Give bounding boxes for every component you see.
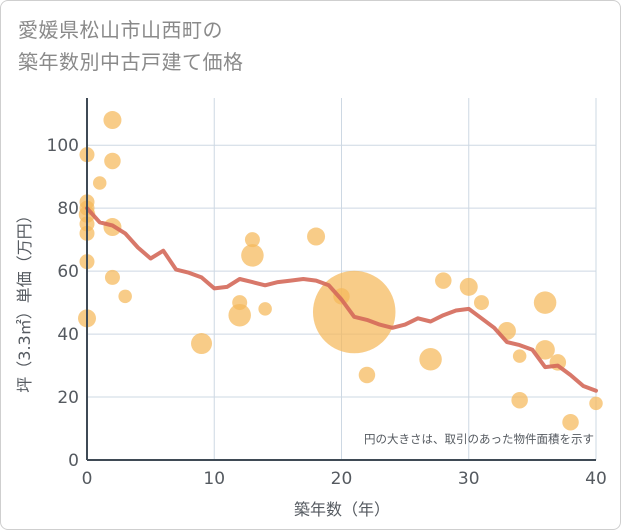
bubble-point: [512, 349, 527, 363]
x-tick-label: 30: [458, 469, 480, 489]
grid-lines: [87, 98, 597, 460]
y-axis-label: 坪（3.3㎡）単価（万円）: [15, 207, 34, 392]
tick-labels: 0 20 40 60 80 100 0 10 20 30 40: [47, 136, 607, 489]
x-tick-label: 10: [203, 469, 225, 489]
bubble-point: [435, 272, 452, 289]
y-tick-label: 100: [47, 136, 79, 156]
bubble-point: [419, 348, 442, 371]
bubble-point: [307, 227, 326, 246]
x-axis-label: 築年数（年）: [294, 500, 390, 519]
bubble-point: [104, 152, 121, 170]
bubble-point: [258, 302, 272, 316]
trend-line-series: [85, 206, 598, 393]
x-tick-label: 20: [331, 469, 353, 489]
x-tick-label: 0: [82, 469, 93, 489]
axes: [86, 98, 596, 461]
bubble-point: [562, 413, 579, 431]
y-tick-label: 80: [57, 199, 79, 219]
x-tick-label: 40: [585, 469, 607, 489]
bubble-point: [511, 391, 528, 409]
y-tick-label: 40: [57, 325, 79, 345]
bubble-point: [241, 244, 264, 267]
chart-title-line-2: 築年数別中古戸建て価格: [18, 50, 244, 74]
y-tick-label: 60: [57, 262, 79, 282]
bubble-point: [103, 111, 122, 130]
trend-line: [85, 206, 598, 393]
bubble-point: [92, 176, 107, 190]
bubble-point: [533, 291, 557, 314]
y-tick-label: 0: [68, 451, 79, 471]
bubble-point: [228, 303, 251, 327]
bubble-point: [244, 232, 260, 248]
bubble-point: [191, 333, 213, 355]
chart-title-line-1: 愛媛県松山市山西町の: [18, 18, 223, 42]
bubble-point: [118, 289, 132, 304]
bubble-point: [459, 277, 478, 296]
bubble-point: [358, 366, 376, 384]
bubble-point: [104, 269, 120, 285]
y-tick-label: 20: [57, 388, 79, 408]
bubble-point: [589, 396, 603, 411]
bubble-size-note: 円の大きさは、取引のあった物件面積を示す: [364, 432, 594, 446]
bubble-point: [535, 340, 555, 360]
chart-title: 愛媛県松山市山西町の 築年数別中古戸建て価格: [18, 14, 244, 78]
bubble-point: [473, 295, 489, 311]
